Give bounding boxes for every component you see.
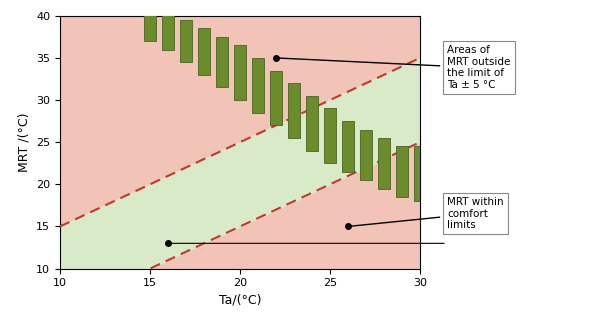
Bar <box>378 138 390 189</box>
Bar <box>144 12 156 41</box>
X-axis label: Ta/(°C): Ta/(°C) <box>219 294 261 307</box>
Bar <box>180 20 192 62</box>
Bar <box>342 121 354 172</box>
Y-axis label: MRT /(°C): MRT /(°C) <box>17 112 31 172</box>
Bar <box>216 37 228 88</box>
Bar <box>360 130 372 180</box>
Bar <box>162 12 174 50</box>
Text: Areas of
MRT outside
the limit of
Ta ± 5 °C: Areas of MRT outside the limit of Ta ± 5… <box>279 45 511 90</box>
Bar <box>324 108 336 163</box>
Text: MRT within
comfort
limits: MRT within comfort limits <box>351 197 503 230</box>
Bar <box>270 70 282 125</box>
Bar <box>252 58 264 113</box>
Bar <box>306 96 318 151</box>
Bar <box>414 146 426 201</box>
Bar <box>396 146 408 197</box>
Bar <box>288 83 300 138</box>
Bar <box>234 45 246 100</box>
Bar <box>198 28 210 75</box>
